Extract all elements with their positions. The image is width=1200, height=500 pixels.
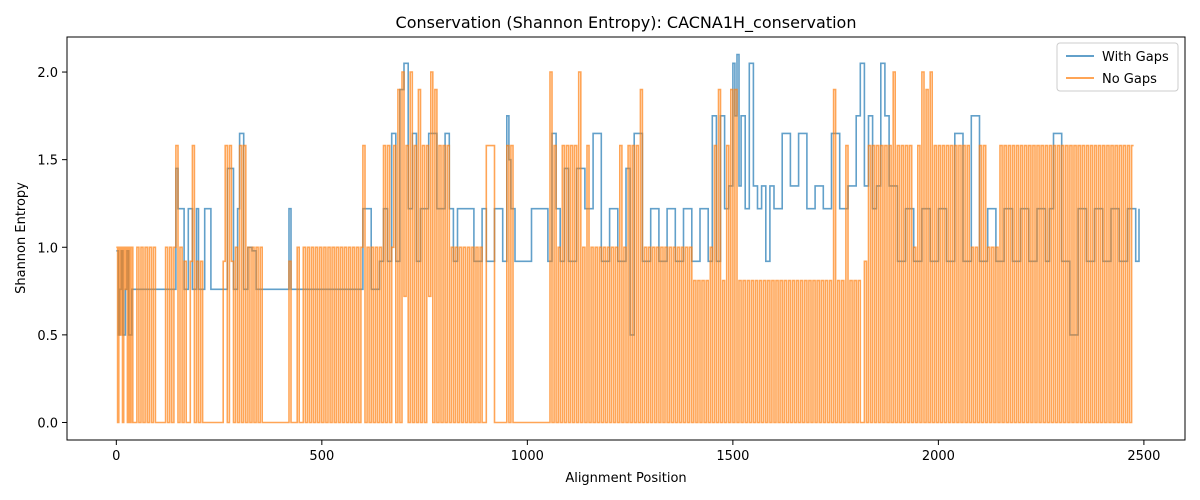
y-axis-label: Shannon Entropy — [14, 182, 29, 294]
y-tick-label: 2.0 — [37, 66, 58, 81]
y-tick-label: 1.0 — [37, 241, 58, 256]
y-tick-label: 1.5 — [37, 154, 58, 169]
x-tick-label: 500 — [309, 449, 334, 464]
chart-title: Conservation (Shannon Entropy): CACNA1H_… — [396, 13, 857, 33]
legend: With Gaps No Gaps — [1056, 42, 1179, 92]
x-axis-label: Alignment Position — [565, 471, 686, 486]
y-tick-label: 0.0 — [37, 416, 58, 431]
series-line-no-gaps — [116, 71, 1134, 424]
y-tick-label: 0.5 — [37, 329, 58, 344]
x-tick-label: 1500 — [716, 449, 749, 464]
x-tick-label: 0 — [112, 449, 120, 464]
plot-area — [66, 36, 1186, 441]
plot-frame — [66, 36, 1186, 441]
y-axis: 0.0 0.5 1.0 1.5 2.0 — [37, 66, 67, 431]
x-tick-label: 1000 — [511, 449, 544, 464]
x-tick-label: 2000 — [922, 449, 955, 464]
x-axis: 0 500 1000 1500 2000 2500 — [112, 440, 1160, 464]
legend-label-with-gaps: With Gaps — [1102, 50, 1169, 65]
series-layer — [116, 53, 1140, 424]
x-tick-label: 2500 — [1127, 449, 1160, 464]
legend-label-no-gaps: No Gaps — [1102, 72, 1157, 87]
